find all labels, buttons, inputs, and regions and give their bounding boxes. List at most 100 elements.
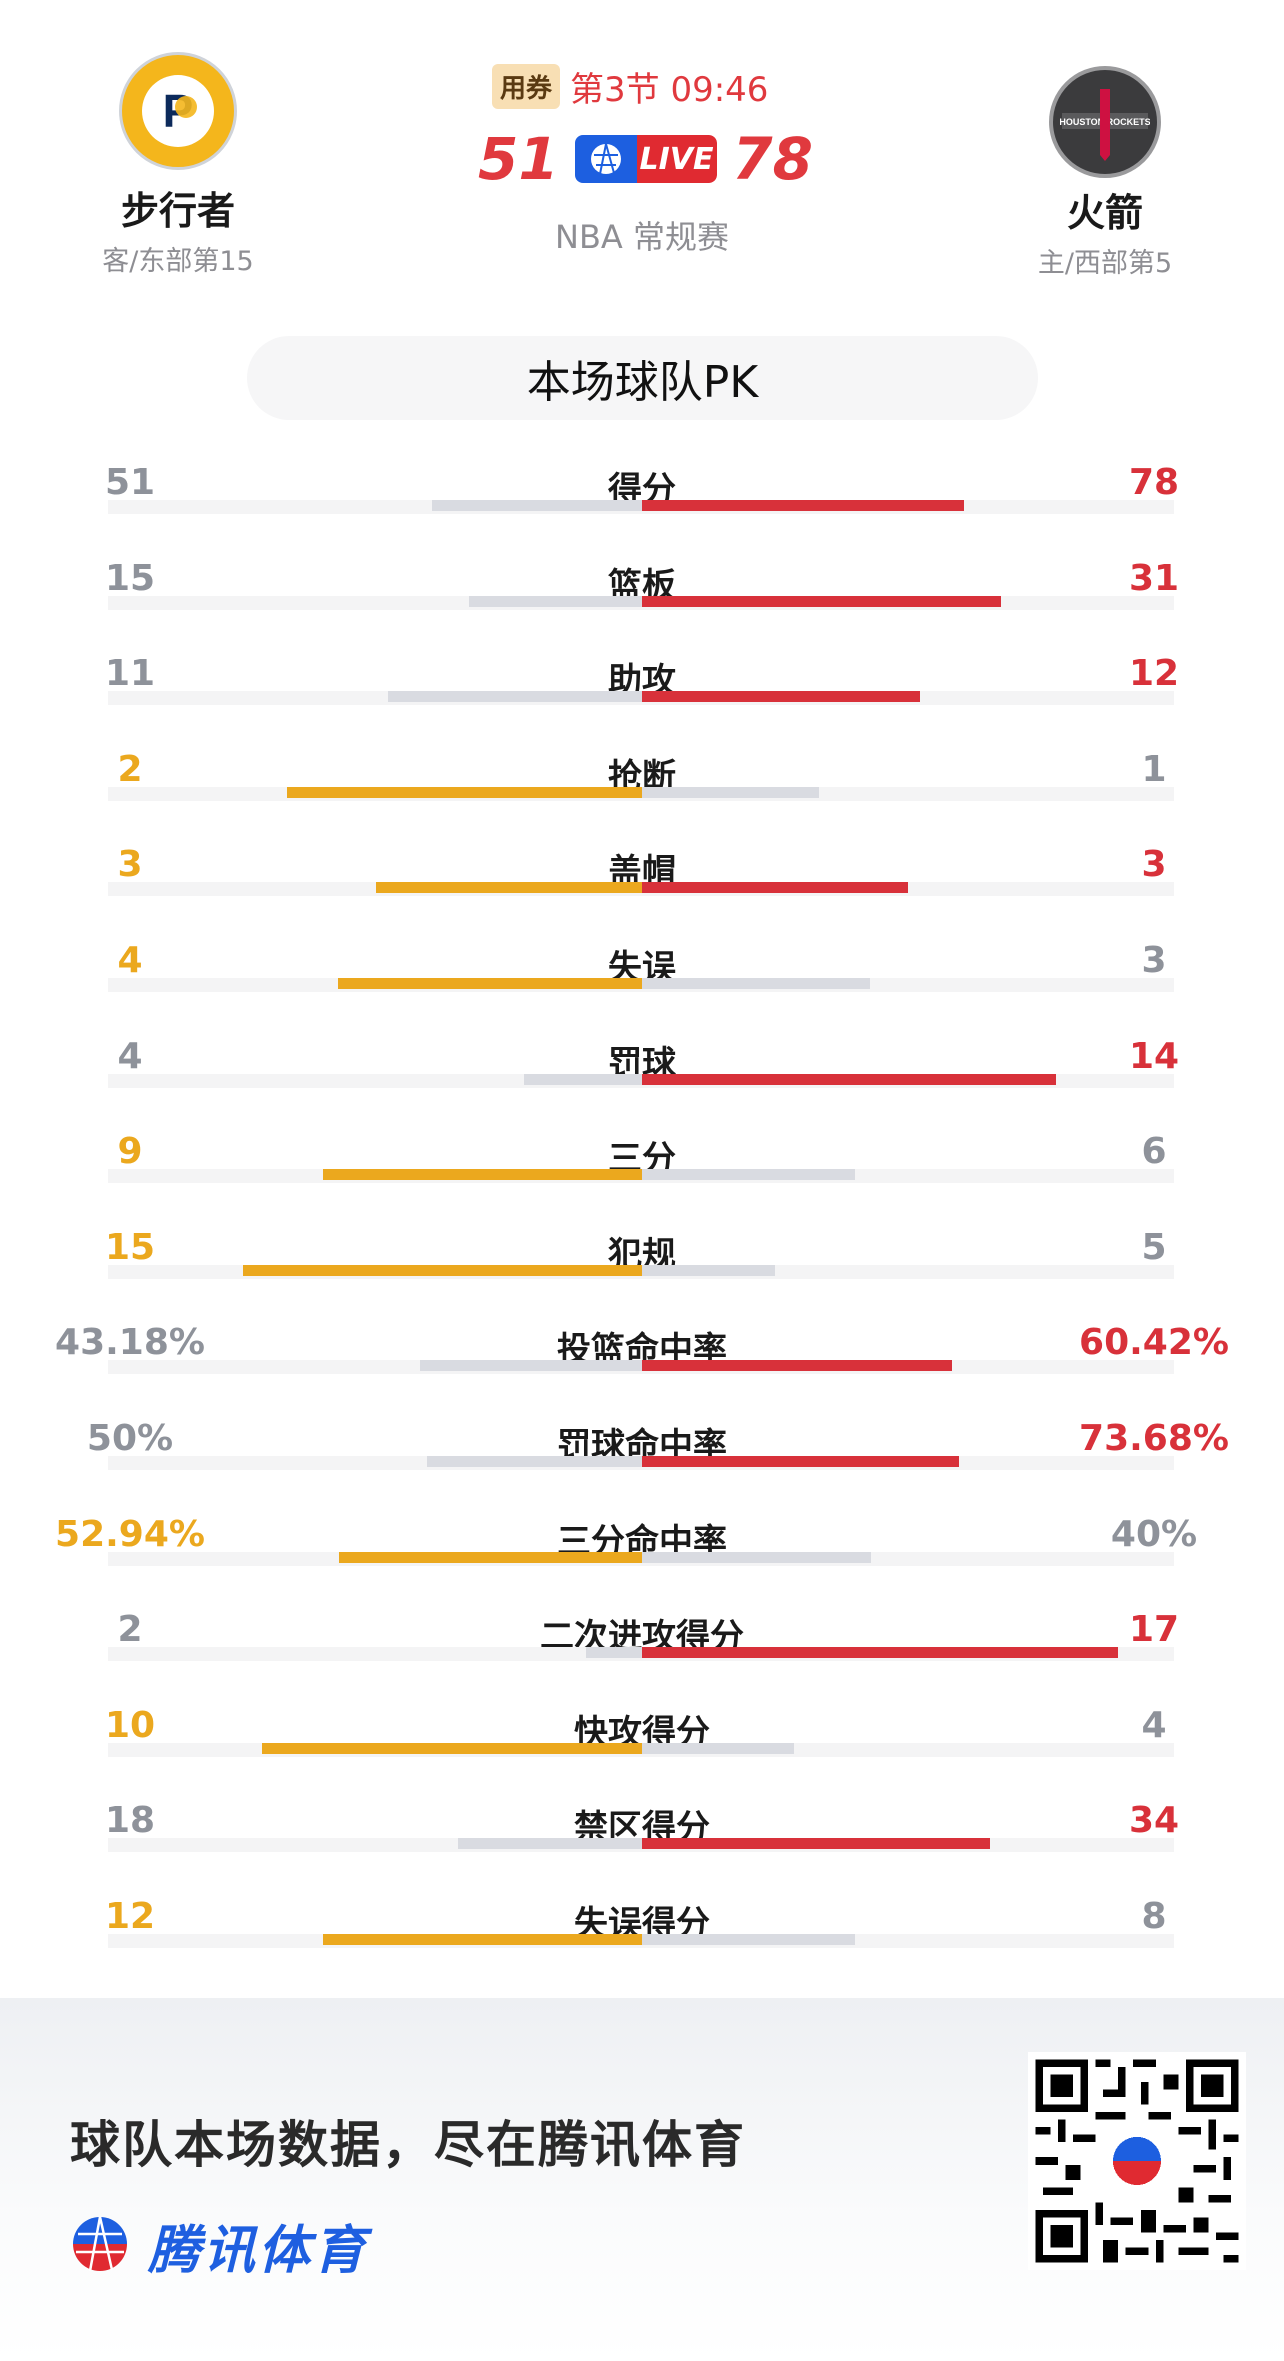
home-score: 78	[732, 125, 813, 193]
away-bar	[338, 978, 642, 989]
home-value: 12	[1128, 653, 1180, 695]
away-team[interactable]: P 步行者 客/东部第15	[48, 52, 308, 278]
away-bar	[524, 1073, 642, 1085]
away-bar	[339, 1551, 642, 1563]
home-value: 60.42%	[1079, 1322, 1229, 1364]
away-bar	[420, 1360, 642, 1372]
away-value: 12	[104, 1896, 156, 1937]
home-value: 14	[1128, 1035, 1180, 1077]
scoreboard: 51 LIVE 78	[478, 125, 813, 193]
away-bar	[458, 1838, 642, 1850]
brand-name: 腾讯体育	[148, 2221, 369, 2281]
tencent-sports-logo-icon	[70, 2214, 130, 2278]
stat-row: 2 抢断 1	[0, 749, 1284, 845]
away-bar	[586, 1647, 642, 1659]
away-value: 50%	[86, 1418, 174, 1459]
away-value: 9	[117, 1131, 143, 1173]
rockets-logo-icon: HOUSTON ROCKETS	[1049, 66, 1161, 178]
stat-row: 9 三分 6	[0, 1131, 1284, 1227]
home-value: 1	[1141, 748, 1167, 790]
stat-row: 51 得分 78	[0, 462, 1284, 558]
brand-logo[interactable]: 腾讯体育	[70, 2208, 368, 2283]
stat-row: 50% 罚球命中率 73.68%	[0, 1418, 1284, 1514]
stat-row: 18 禁区得分 34	[0, 1800, 1284, 1896]
away-bar	[287, 786, 642, 798]
home-value: 4	[1141, 1704, 1167, 1746]
home-value: 8	[1141, 1896, 1167, 1937]
away-value: 51	[104, 462, 156, 503]
home-value: 6	[1141, 1131, 1167, 1173]
home-bar	[642, 786, 819, 798]
home-value: 3	[1141, 940, 1167, 981]
stat-row: 12 失误得分 8	[0, 1896, 1284, 1992]
away-value: 2	[117, 1609, 143, 1651]
away-value: 4	[117, 1035, 143, 1077]
home-team-name: 火箭	[1066, 191, 1143, 235]
home-value: 34	[1128, 1800, 1180, 1842]
league-label: NBA 常规赛	[555, 218, 729, 256]
away-bar	[323, 1169, 642, 1181]
away-bar	[432, 500, 642, 511]
home-bar	[642, 1934, 855, 1945]
away-bar	[388, 691, 642, 703]
home-bar	[642, 500, 964, 511]
home-bar	[642, 595, 1001, 607]
away-value: 3	[117, 844, 143, 886]
stat-row: 15 篮板 31	[0, 558, 1284, 654]
home-value: 17	[1128, 1609, 1180, 1651]
away-team-standing: 客/东部第15	[102, 246, 254, 277]
stat-row: 3 盖帽 3	[0, 844, 1284, 940]
away-value: 43.18%	[55, 1322, 205, 1364]
period-line: 用券 第3节 09:46	[492, 62, 768, 111]
live-label: LIVE	[636, 135, 717, 183]
home-bar	[642, 1264, 775, 1276]
live-button[interactable]: LIVE	[574, 135, 717, 183]
footer-slogan: 球队本场数据，尽在腾讯体育	[70, 2116, 746, 2174]
period-clock: 第3节 09:46	[570, 70, 769, 110]
home-value: 3	[1141, 844, 1167, 886]
home-bar	[642, 882, 908, 894]
home-bar	[642, 1169, 855, 1181]
home-value: 40%	[1110, 1513, 1198, 1555]
away-value: 52.94%	[55, 1513, 205, 1555]
pacers-logo-icon: P	[119, 52, 237, 170]
stat-row: 2 二次进攻得分 17	[0, 1609, 1284, 1705]
stat-row: 15 犯规 5	[0, 1227, 1284, 1323]
away-bar	[243, 1264, 642, 1276]
away-bar	[427, 1456, 642, 1467]
coupon-button[interactable]: 用券	[492, 64, 561, 109]
away-bar	[323, 1934, 642, 1945]
home-bar	[642, 1073, 1056, 1085]
home-bar	[642, 1647, 1118, 1659]
stat-row: 11 助攻 12	[0, 653, 1284, 749]
away-value: 15	[104, 1226, 156, 1268]
home-value: 5	[1141, 1226, 1167, 1268]
away-team-name: 步行者	[120, 189, 235, 233]
home-bar	[642, 691, 920, 703]
away-value: 10	[104, 1704, 156, 1746]
away-bar	[376, 882, 642, 894]
pk-title-pill: 本场球队PK	[247, 336, 1038, 420]
home-team-standing: 主/西部第5	[1037, 248, 1173, 279]
home-bar	[642, 1456, 959, 1467]
away-bar	[469, 595, 642, 607]
stat-row: 4 失误 3	[0, 940, 1284, 1036]
home-bar	[642, 978, 870, 989]
stat-row: 4 罚球 14	[0, 1036, 1284, 1132]
away-score: 51	[478, 125, 559, 193]
away-value: 2	[117, 748, 143, 790]
home-value: 78	[1128, 462, 1180, 503]
stat-row: 43.18% 投篮命中率 60.42%	[0, 1322, 1284, 1418]
tencent-sports-ball-icon	[574, 135, 637, 183]
stat-row: 10 快攻得分 4	[0, 1705, 1284, 1801]
home-bar	[642, 1551, 871, 1563]
home-bar	[642, 1360, 952, 1372]
pk-title: 本场球队PK	[526, 357, 759, 408]
qr-code-icon[interactable]	[1028, 2052, 1246, 2270]
home-bar	[642, 1742, 794, 1754]
home-team[interactable]: HOUSTON ROCKETS 火箭 主/西部第5	[975, 52, 1235, 280]
home-value: 31	[1128, 557, 1180, 599]
away-value: 18	[104, 1800, 156, 1842]
home-value: 73.68%	[1079, 1418, 1229, 1459]
away-value: 15	[104, 557, 156, 599]
